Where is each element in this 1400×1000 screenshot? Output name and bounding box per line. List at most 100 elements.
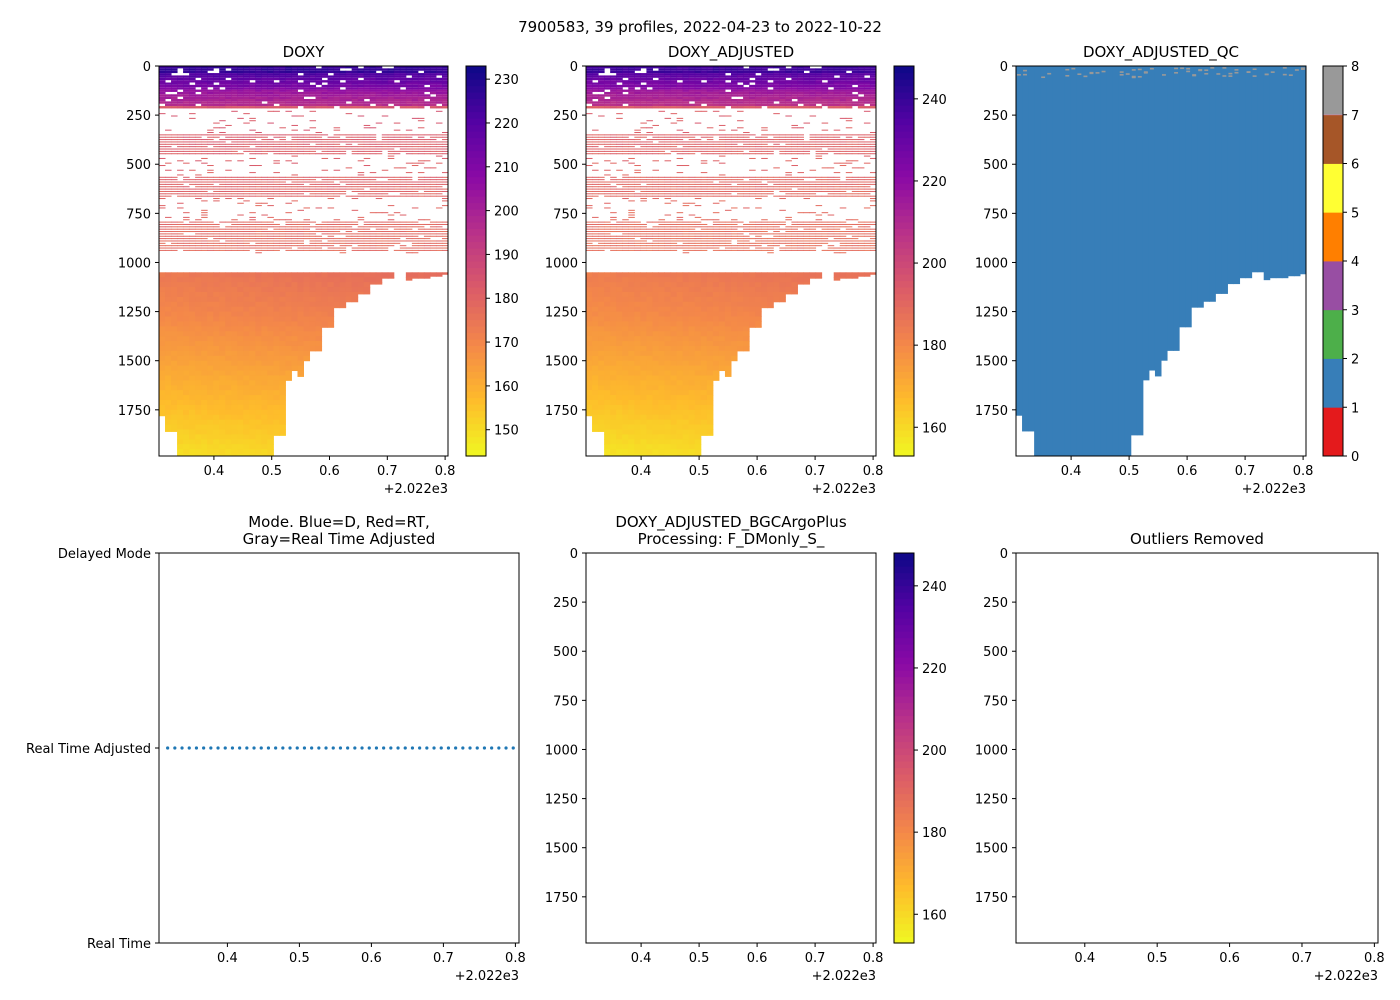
- heatmap-cell: [165, 375, 172, 381]
- heatmap-cell: [189, 221, 196, 223]
- heatmap-cell: [291, 200, 298, 202]
- heatmap-cell: [279, 311, 286, 318]
- heatmap-cell: [159, 84, 166, 88]
- heatmap-cell: [682, 99, 690, 102]
- heatmap-cell: [165, 106, 172, 109]
- heatmap-cell: [604, 84, 611, 88]
- heatmap-cell: [664, 409, 672, 416]
- heatmap-cell: [279, 360, 286, 367]
- heatmap-cell: [658, 287, 666, 293]
- heatmap-cell: [345, 235, 353, 237]
- heatmap-cell: [255, 252, 262, 254]
- heatmap-cell: [333, 301, 341, 308]
- heatmap-cell: [309, 73, 317, 76]
- heatmap-cell: [586, 99, 593, 102]
- heatmap-cell: [604, 148, 611, 150]
- heatmap-cell: [303, 233, 311, 235]
- colorbar-segment: [466, 352, 486, 360]
- heatmap-cell: [592, 231, 599, 233]
- heatmap-cell: [213, 195, 220, 197]
- heatmap-cell: [315, 193, 323, 195]
- heatmap-cell: [351, 190, 359, 192]
- heatmap-cell: [351, 103, 359, 107]
- heatmap-cell: [399, 94, 407, 97]
- heatmap-cell: [285, 89, 292, 92]
- heatmap-cell: [393, 231, 401, 233]
- heatmap-cell: [646, 106, 653, 109]
- heatmap-cell: [369, 146, 377, 148]
- heatmap-cell: [207, 148, 214, 150]
- heatmap-cell: [628, 94, 635, 97]
- heatmap-cell: [207, 66, 214, 69]
- colorbar-segment: [466, 66, 486, 74]
- heatmap-cell: [339, 77, 347, 81]
- heatmap-cell: [604, 375, 611, 381]
- heatmap-cell: [351, 179, 359, 181]
- heatmap-cell: [213, 321, 220, 327]
- heatmap-cell: [363, 148, 371, 150]
- heatmap-cell: [622, 272, 629, 278]
- heatmap-cell: [688, 235, 696, 237]
- heatmap-cell: [598, 68, 605, 71]
- heatmap-cell: [213, 301, 220, 308]
- heatmap-cell: [315, 207, 323, 209]
- y-tick-label: 1250: [118, 306, 151, 321]
- heatmap-cell: [285, 176, 292, 178]
- heatmap-cell: [345, 82, 353, 85]
- heatmap-cell: [393, 101, 401, 104]
- heatmap-cell: [285, 341, 292, 347]
- heatmap-cell: [213, 434, 220, 440]
- heatmap-cell: [195, 291, 202, 298]
- heatmap-cell: [598, 70, 605, 74]
- heatmap-cell: [640, 87, 647, 90]
- heatmap-cell: [429, 91, 437, 95]
- colorbar-segment: [466, 124, 486, 132]
- heatmap-cell: [634, 249, 641, 251]
- heatmap-cell: [267, 82, 274, 85]
- heatmap-cell: [441, 146, 449, 148]
- heatmap-cell: [429, 146, 437, 148]
- heatmap-cell: [664, 424, 672, 430]
- heatmap-cell: [207, 150, 214, 152]
- heatmap-cell: [231, 242, 238, 244]
- heatmap-cell: [423, 245, 431, 247]
- heatmap-cell: [405, 176, 413, 178]
- heatmap-cell: [231, 390, 238, 396]
- heatmap-cell: [165, 235, 172, 237]
- heatmap-cell: [646, 190, 653, 192]
- heatmap-cell: [676, 193, 684, 195]
- heatmap-cell: [189, 409, 196, 416]
- heatmap-cell: [189, 331, 196, 337]
- heatmap-cell: [183, 301, 190, 308]
- heatmap-cell: [333, 143, 341, 145]
- heatmap-cell: [345, 245, 353, 247]
- heatmap-cell: [309, 231, 317, 233]
- heatmap-cell: [610, 212, 617, 214]
- heatmap-cell: [634, 141, 641, 143]
- heatmap-cell: [423, 231, 431, 233]
- heatmap-cell: [598, 424, 605, 430]
- heatmap-cell: [273, 375, 280, 381]
- heatmap-cell: [183, 219, 190, 221]
- heatmap-cell: [604, 207, 611, 209]
- heatmap-cell: [628, 282, 635, 288]
- heatmap-cell: [357, 272, 365, 278]
- heatmap-cell: [279, 247, 286, 249]
- heatmap-cell: [231, 87, 238, 90]
- heatmap-cell: [201, 96, 208, 100]
- heatmap-cell: [598, 148, 605, 150]
- heatmap-cell: [165, 129, 172, 131]
- heatmap-cell: [279, 434, 286, 436]
- heatmap-cell: [309, 89, 317, 92]
- colorbar-segment: [466, 189, 486, 197]
- heatmap-cell: [237, 136, 244, 138]
- heatmap-cell: [604, 404, 611, 411]
- heatmap-cell: [165, 326, 172, 332]
- heatmap-cell: [165, 162, 172, 164]
- colorbar-segment: [466, 170, 486, 178]
- heatmap-cell: [267, 355, 274, 362]
- heatmap-cell: [273, 424, 280, 430]
- heatmap-cell: [243, 150, 250, 152]
- heatmap-cell: [670, 233, 678, 235]
- heatmap-cell: [171, 134, 178, 136]
